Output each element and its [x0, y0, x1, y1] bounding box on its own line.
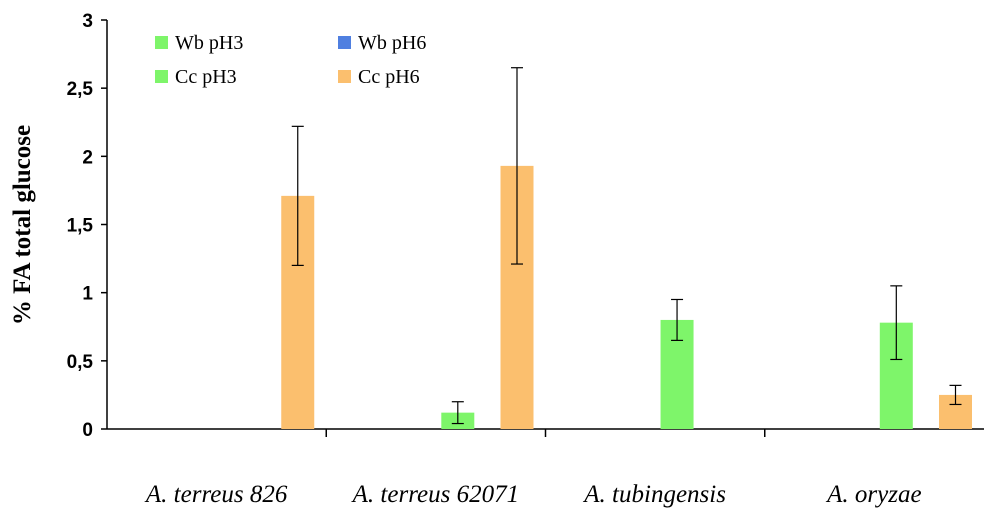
chart-error-bars	[291, 67, 962, 425]
legend-label: Wb pH3	[175, 32, 243, 54]
legend-label: Cc pH6	[358, 66, 420, 88]
legend-swatch	[338, 70, 351, 83]
chart-bars	[281, 165, 972, 430]
y-axis-label: % FA total glucose	[9, 125, 36, 325]
category-label: A. terreus 826	[144, 481, 288, 508]
y-tick-label: 3	[82, 11, 93, 32]
chart-tick-labels: 0 0,5 1 1,5 2 2,5 3	[67, 11, 94, 441]
y-tick-label: 1,5	[67, 216, 94, 237]
category-label: A. terreus 62071	[351, 481, 519, 508]
chart-category-labels: A. terreus 826 A. terreus 62071 A. tubinge…	[144, 481, 922, 508]
y-tick-label: 0	[82, 420, 93, 441]
y-tick-label: 2	[82, 147, 93, 168]
chart-legend: Wb pH3 Wb pH6 Cc pH3 Cc pH6	[155, 32, 426, 88]
chart-axes	[101, 19, 984, 437]
y-tick-label: 0,5	[67, 352, 94, 373]
legend-swatch	[338, 36, 351, 49]
legend-label: Cc pH3	[175, 66, 237, 88]
legend-swatch	[155, 70, 168, 83]
y-tick-label: 1	[82, 284, 93, 305]
category-label: A. oryzae	[825, 481, 921, 508]
category-label: A. tubingensis	[582, 481, 726, 508]
legend-swatch	[155, 36, 168, 49]
legend-label: Wb pH6	[358, 32, 426, 54]
y-tick-label: 2,5	[67, 79, 94, 100]
